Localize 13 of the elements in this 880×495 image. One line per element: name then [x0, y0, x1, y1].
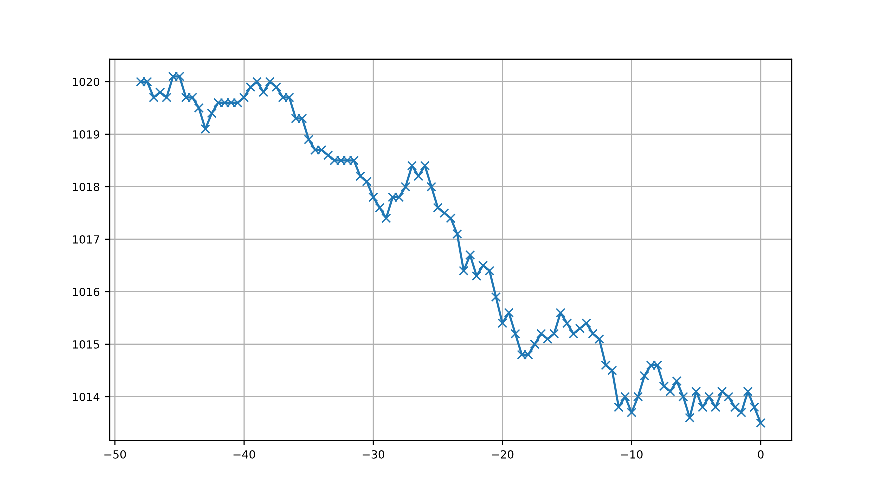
y-tick-label: 1018 — [73, 182, 100, 192]
x-tick-label: −30 — [362, 450, 384, 459]
x-tick-label: −40 — [234, 450, 256, 459]
y-tick-label: 1015 — [73, 340, 100, 349]
y-tick-label: 1020 — [73, 78, 100, 86]
y-tick-label: 1019 — [73, 130, 100, 139]
x-tick-label: −10 — [621, 450, 643, 459]
x-tick-label: −20 — [492, 450, 514, 459]
x-tick-label: −50 — [104, 450, 126, 459]
y-tick-label: 1017 — [73, 235, 100, 244]
y-tick-label: 1014 — [73, 392, 100, 402]
y-tick-label: 1016 — [73, 288, 100, 296]
x-tick-label: 0 — [758, 450, 764, 459]
